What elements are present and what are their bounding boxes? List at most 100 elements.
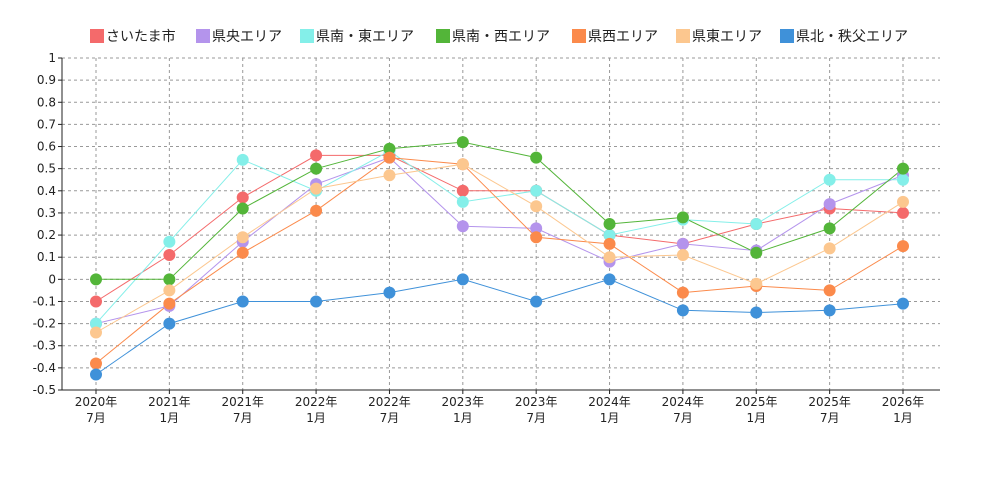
data-point (236, 202, 249, 215)
data-point (676, 304, 689, 317)
legend-label: さいたま市 (106, 28, 176, 45)
x-tick-label-year: 2024年 (588, 395, 631, 409)
data-point (90, 317, 102, 330)
series-lines (95, 141, 904, 375)
y-tick-label: 0.2 (37, 228, 56, 242)
data-point (236, 153, 249, 166)
data-point (90, 368, 102, 381)
y-axis-ticks: 1 0.9 0.8 0.7 0.6 0.5 0.4 0.3 0.2 0.1 0 -0.1 -0.2 -0.… (33, 51, 62, 397)
y-tick-label: 0.4 (37, 184, 56, 198)
data-point (163, 235, 176, 248)
legend-label: 県南・東エリア (316, 29, 414, 45)
y-tick-label: 1 (48, 51, 56, 65)
chart-axes (61, 58, 940, 391)
x-tick-label-month: 1月 (160, 411, 180, 425)
x-tick-label-month: 7月 (380, 411, 400, 425)
x-tick-label-month: 7月 (86, 411, 106, 425)
legend-swatch (780, 29, 794, 43)
data-point (456, 195, 469, 208)
y-tick-label: 0.1 (37, 250, 56, 264)
data-point (163, 248, 176, 261)
x-tick-label-month: 1月 (306, 411, 326, 425)
series-points (90, 136, 909, 381)
data-point (456, 158, 469, 171)
legend-swatch (676, 29, 690, 43)
x-tick-label-month: 7月 (233, 411, 253, 425)
data-point (823, 304, 836, 317)
data-point (530, 200, 543, 213)
x-tick-label-year: 2024年 (662, 395, 705, 409)
data-point (750, 306, 763, 319)
x-tick-label-year: 2023年 (515, 395, 558, 409)
data-point (456, 220, 469, 233)
data-point (236, 295, 249, 308)
data-point (897, 162, 909, 175)
data-point (310, 149, 323, 162)
data-point (676, 248, 689, 261)
legend-swatch (436, 29, 450, 43)
data-point (603, 218, 616, 230)
y-tick-label: -0.1 (33, 294, 56, 308)
data-point (310, 295, 323, 308)
series-line (95, 163, 904, 333)
x-tick-label-year: 2022年 (368, 395, 411, 409)
data-point (603, 237, 616, 250)
data-point (163, 297, 176, 310)
x-tick-label-year: 2022年 (295, 395, 338, 409)
data-point (676, 286, 689, 299)
x-tick-label-month: 7月 (820, 411, 840, 425)
chart-grid (62, 57, 940, 391)
data-point (603, 251, 616, 264)
y-tick-label: 0.3 (37, 206, 56, 220)
x-tick-label-month: 1月 (893, 411, 913, 425)
data-point (236, 231, 249, 244)
data-point (823, 242, 836, 255)
data-point (897, 173, 909, 186)
chart-legend: さいたま市 県央エリア 県南・東エリア 県南・西エリア 県西エリア 県東エリア 県北・秩父エ… (90, 28, 908, 45)
y-tick-label: 0.8 (37, 95, 56, 109)
data-point (530, 151, 543, 164)
data-point (603, 229, 616, 242)
series-line (96, 141, 904, 280)
series-line (95, 157, 904, 325)
data-point (456, 273, 469, 286)
data-point (897, 297, 909, 310)
data-point (750, 277, 763, 290)
data-point (383, 169, 396, 182)
data-point (897, 240, 909, 253)
data-point (823, 284, 836, 297)
x-tick-label-month: 7月 (673, 411, 693, 425)
data-point (163, 284, 176, 297)
x-tick-label-year: 2025年 (808, 395, 851, 409)
data-point (383, 142, 396, 155)
y-tick-label: 0 (48, 272, 56, 286)
legend-swatch (196, 29, 210, 43)
y-tick-label: 0.6 (37, 140, 56, 154)
data-point (90, 326, 102, 339)
series-line (95, 278, 904, 375)
legend-label: 県北・秩父エリア (796, 29, 908, 45)
data-point (750, 218, 763, 230)
legend-label: 県西エリア (588, 29, 658, 45)
data-point (383, 151, 396, 164)
x-tick-label-year: 2025年 (735, 395, 778, 409)
data-point (456, 184, 469, 197)
legend-swatch (90, 29, 104, 43)
data-point (676, 237, 689, 250)
legend-label: 県南・西エリア (452, 29, 550, 45)
data-point (456, 136, 469, 149)
x-tick-label-year: 2021年 (221, 395, 264, 409)
data-point (603, 273, 616, 286)
y-tick-label: 0.7 (37, 117, 56, 131)
legend-label: 県東エリア (692, 29, 762, 45)
x-tick-label-year: 2023年 (442, 395, 485, 409)
x-axis-ticks: 2020年 7月 2021年 1月 2021年 7月 2022年 1月 2022年 7月 2023年… (75, 390, 924, 425)
data-point (530, 184, 543, 197)
data-point (163, 317, 176, 330)
data-point (236, 191, 249, 204)
x-tick-label-month: 7月 (526, 411, 546, 425)
legend-swatch (572, 29, 586, 43)
x-tick-label-month: 1月 (600, 411, 620, 425)
data-point (530, 295, 543, 308)
